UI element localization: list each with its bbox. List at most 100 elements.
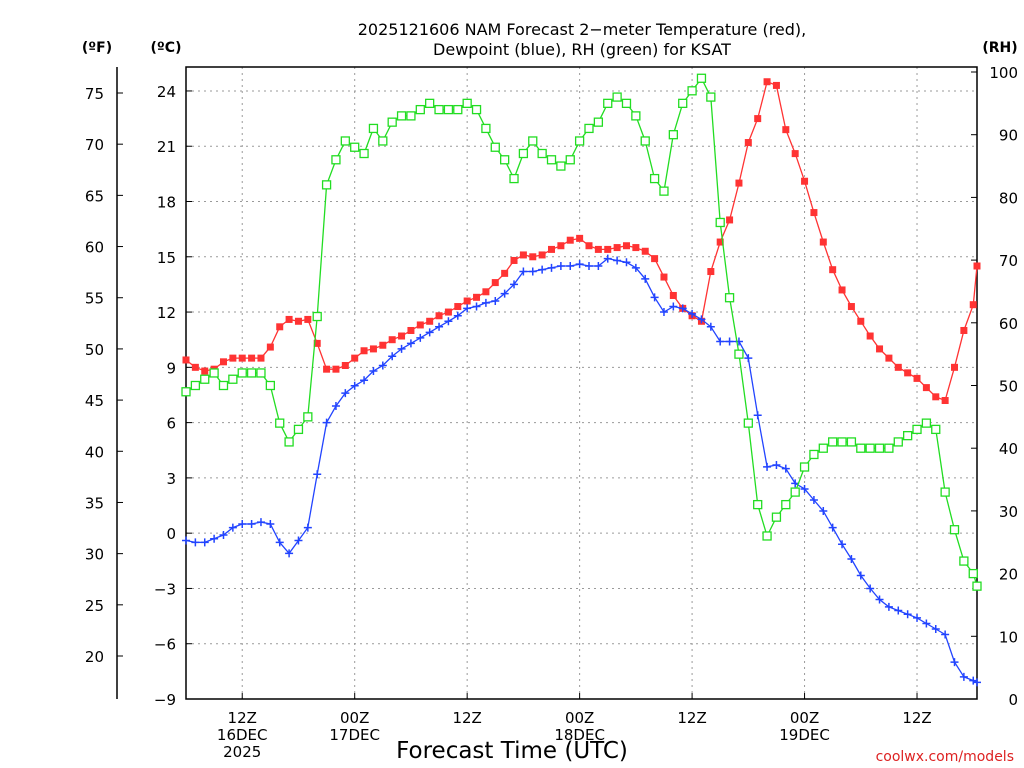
temperature-point	[604, 245, 612, 253]
rh-point	[762, 531, 772, 541]
temperature-point	[341, 361, 349, 369]
rh-point	[528, 136, 538, 146]
rh-point	[659, 186, 669, 196]
temperature-point	[641, 247, 649, 255]
rh-point	[396, 111, 407, 121]
dewpoint-point	[369, 367, 378, 376]
temperature-point	[538, 251, 546, 259]
dewpoint-point	[435, 322, 444, 331]
dewpoint-point	[809, 496, 818, 505]
temperature-point	[585, 242, 593, 250]
dewpoint-point	[378, 361, 387, 370]
dewpoint-point	[678, 304, 687, 313]
rh-point	[200, 374, 210, 384]
rh-axis-label: (RH)	[982, 40, 1017, 56]
temperature-point	[191, 363, 199, 371]
rh-point	[724, 293, 735, 303]
fahrenheit-axis: 75 70 65 60 55 50 45 40 35 30 25 20	[85, 85, 123, 666]
dewpoint-line	[185, 257, 978, 683]
fahrenheit-tick-label: 65	[85, 187, 104, 205]
temperature-point	[519, 251, 527, 259]
dewpoint-point	[613, 256, 622, 265]
rh-point	[293, 424, 304, 435]
dewpoint-point	[603, 254, 612, 263]
dewpoint-point	[716, 337, 725, 346]
celsius-tick-label: 24	[157, 83, 176, 101]
rh-point	[893, 437, 903, 447]
temperature-point	[313, 339, 321, 347]
dewpoint-point	[256, 518, 265, 527]
dewpoint-point	[772, 460, 781, 469]
dewpoint-point	[941, 630, 950, 639]
dewpoint-point	[828, 523, 837, 532]
temperature-point	[426, 317, 434, 325]
rh-point	[640, 136, 650, 146]
rh-point	[312, 311, 322, 322]
temperature-point	[548, 245, 556, 253]
fahrenheit-tick-label: 60	[85, 239, 104, 257]
rh-point	[884, 443, 894, 453]
temperature-point	[454, 303, 462, 311]
rh-point	[828, 437, 838, 447]
temperature-point	[744, 139, 752, 147]
temperature-point	[969, 301, 977, 309]
celsius-tick-label: −3	[154, 580, 176, 598]
temperature-point	[763, 78, 771, 86]
temperature-point	[707, 268, 715, 276]
time-tick-label: 18DEC	[554, 726, 605, 744]
dewpoint-point	[191, 538, 200, 547]
dewpoint-point	[416, 333, 425, 342]
rh-point	[546, 155, 557, 165]
temperature-point	[360, 347, 368, 355]
fahrenheit-axis-label: (ºF)	[82, 40, 112, 56]
rh-point	[837, 437, 847, 447]
dewpoint-point	[266, 519, 275, 528]
dewpoint-point	[688, 309, 697, 318]
dewpoint-point	[200, 538, 209, 547]
dewpoint-point	[622, 258, 631, 267]
chart-title: 2025121606 NAM Forecast 2−meter Temperat…	[358, 20, 807, 39]
time-tick-label: 00Z	[340, 709, 369, 727]
rh-point	[340, 136, 350, 146]
dewpoint-point	[819, 507, 828, 516]
time-tick-label: 2025	[223, 743, 261, 761]
celsius-tick-label: 18	[157, 194, 176, 212]
rh-point	[809, 449, 819, 460]
time-tick-label: 12Z	[902, 709, 931, 727]
temperature-point	[294, 317, 302, 325]
celsius-tick-label: 6	[166, 415, 176, 433]
rh-point	[462, 98, 472, 108]
rh-point	[443, 104, 454, 115]
fahrenheit-tick-label: 70	[85, 136, 104, 154]
rh-point	[350, 142, 360, 152]
dewpoint-point	[631, 263, 640, 272]
temperature-point	[651, 255, 659, 263]
fahrenheit-tick-label: 50	[85, 341, 104, 359]
temperature-point	[323, 365, 331, 373]
rh-point	[490, 142, 500, 152]
rh-point	[668, 130, 678, 140]
temperature-point	[660, 273, 668, 281]
dewpoint-point	[753, 411, 762, 420]
rh-point	[734, 349, 744, 359]
rh-tick-label: 20	[999, 566, 1018, 584]
rh-point	[790, 487, 800, 497]
temperature-point	[529, 253, 537, 261]
rh-point	[378, 136, 388, 146]
dewpoint-point	[313, 470, 322, 479]
time-tick-label: 19DEC	[779, 726, 830, 744]
dewpoint-point	[744, 354, 753, 363]
dewpoint-point	[500, 289, 509, 298]
dewpoint-point	[697, 315, 706, 324]
dewpoint-point	[913, 613, 922, 622]
temperature-point	[885, 354, 893, 362]
rh-point	[321, 180, 332, 190]
dewpoint-point	[800, 484, 809, 493]
rh-tick-label: 80	[999, 189, 1018, 207]
temperature-point	[369, 345, 377, 353]
dewpoint-point	[453, 311, 462, 320]
dewpoint-point	[894, 606, 903, 615]
temperature-point	[922, 384, 930, 392]
temperature-point	[632, 244, 640, 252]
